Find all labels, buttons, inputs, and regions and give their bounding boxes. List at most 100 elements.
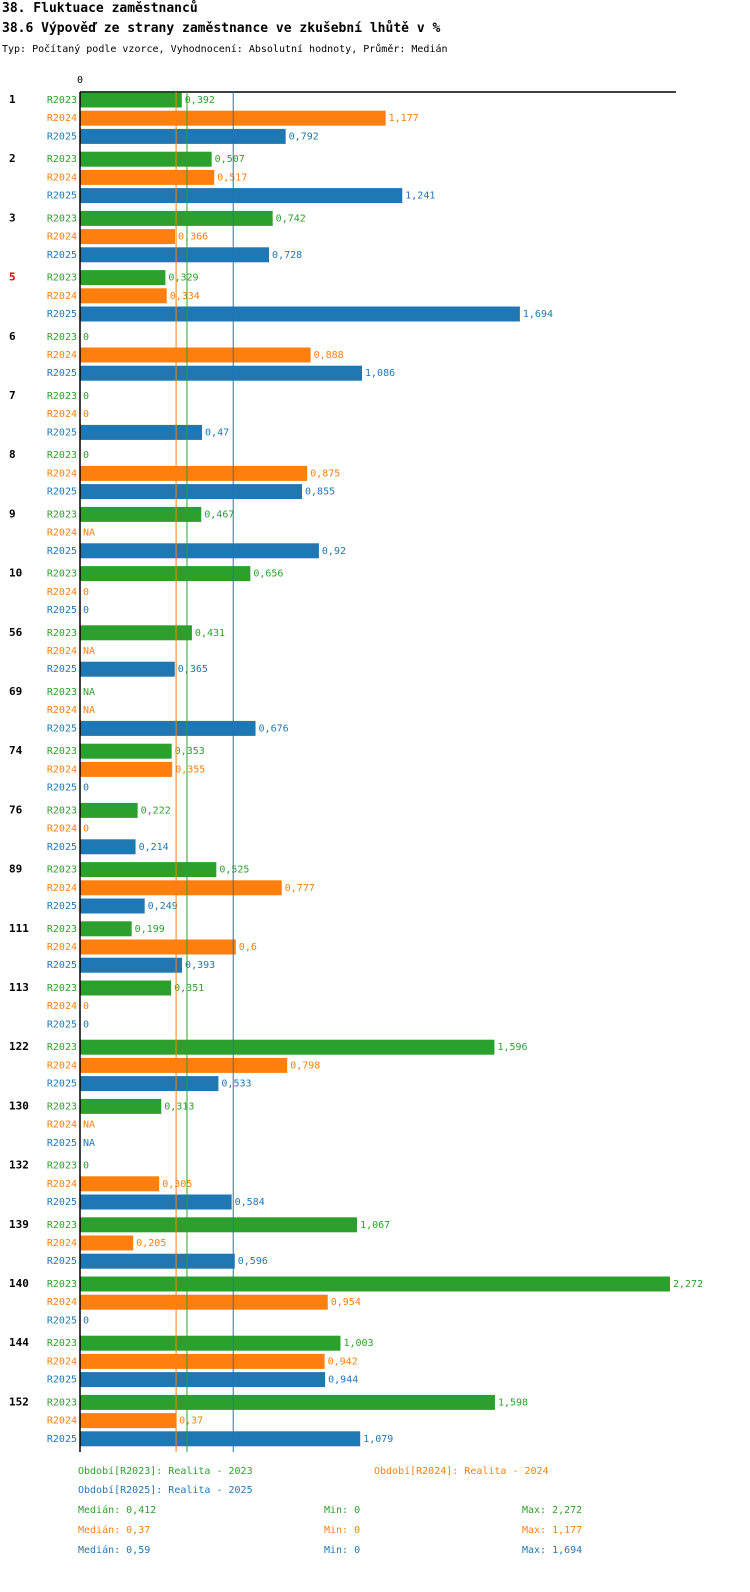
stat-median-r2024: Medián: 0,37: [78, 1525, 151, 1536]
series-label: R2023: [47, 805, 77, 816]
stat-max-r2025: Max: 1,694: [522, 1545, 583, 1556]
data-label: 1,598: [498, 1397, 528, 1408]
bar: [80, 921, 132, 937]
data-label: 1,079: [363, 1434, 393, 1445]
series-label: R2025: [47, 546, 77, 557]
series-label: R2024: [47, 1060, 77, 1071]
series-label: R2023: [47, 1279, 77, 1290]
data-label: 1,596: [497, 1042, 527, 1053]
bar: [80, 188, 403, 204]
data-label: 0,351: [174, 983, 204, 994]
group-label: 144: [9, 1336, 29, 1349]
bar: [80, 566, 251, 582]
series-label: R2024: [47, 1416, 77, 1427]
series-label: R2024: [47, 291, 77, 302]
series-label: R2024: [47, 232, 77, 243]
bar: [80, 92, 182, 108]
bar: [80, 270, 166, 286]
data-label: 0,792: [289, 131, 319, 142]
data-label: 0: [83, 824, 89, 835]
group-label: 132: [9, 1159, 29, 1172]
bar: [80, 1335, 341, 1351]
bar: [80, 151, 212, 167]
series-label: R2024: [47, 113, 77, 124]
bar: [80, 484, 303, 500]
series-label: R2024: [47, 1179, 77, 1190]
series-label: R2025: [47, 427, 77, 438]
group-label: 74: [9, 744, 23, 757]
bar: [80, 1431, 361, 1447]
data-label: NA: [83, 705, 95, 716]
data-label: 0,728: [272, 250, 302, 261]
data-label: 0: [83, 1161, 89, 1172]
data-label: 0,199: [135, 924, 165, 935]
data-label: 1,177: [389, 113, 419, 124]
data-label: 0,596: [238, 1256, 268, 1267]
series-label: R2023: [47, 1042, 77, 1053]
bar: [80, 465, 308, 481]
series-label: R2023: [47, 1338, 77, 1349]
data-label: 0,584: [235, 1197, 265, 1208]
data-label: 0: [83, 783, 89, 794]
bar: [80, 1235, 134, 1251]
data-label: 1,003: [343, 1338, 373, 1349]
series-label: R2024: [47, 468, 77, 479]
stat-median-r2025: Medián: 0,59: [78, 1545, 151, 1556]
group-label: 56: [9, 626, 23, 639]
series-label: R2024: [47, 824, 77, 835]
series-label: R2025: [47, 487, 77, 498]
data-label: 0,222: [141, 805, 171, 816]
series-label: R2024: [47, 705, 77, 716]
data-label: 0: [83, 587, 89, 598]
bar: [80, 1194, 232, 1210]
data-label: 0,855: [305, 487, 335, 498]
bar: [80, 1039, 495, 1055]
data-label: 0,507: [215, 154, 245, 165]
series-label: R2023: [47, 924, 77, 935]
series-label: R2023: [47, 154, 77, 165]
bar: [80, 347, 311, 363]
series-label: R2024: [47, 942, 77, 953]
bar: [80, 661, 175, 677]
series-label: R2025: [47, 783, 77, 794]
data-label: 1,086: [365, 368, 395, 379]
bar: [80, 1253, 235, 1269]
series-label: R2024: [47, 646, 77, 657]
bar: [80, 980, 172, 996]
series-label: R2024: [47, 764, 77, 775]
series-label: R2023: [47, 213, 77, 224]
bar: [80, 1413, 177, 1429]
data-label: 0,214: [139, 842, 169, 853]
series-label: R2024: [47, 1297, 77, 1308]
group-label: 140: [9, 1277, 29, 1290]
group-label: 7: [9, 389, 16, 402]
data-label: NA: [83, 646, 95, 657]
series-label: R2025: [47, 1138, 77, 1149]
data-label: 0,366: [178, 232, 208, 243]
series-label: R2025: [47, 1019, 77, 1030]
series-label: R2023: [47, 450, 77, 461]
bar: [80, 802, 138, 818]
bar: [80, 169, 215, 185]
data-label: NA: [83, 528, 95, 539]
series-label: R2025: [47, 1315, 77, 1326]
series-label: R2025: [47, 131, 77, 142]
group-label: 8: [9, 448, 16, 461]
bar: [80, 1217, 358, 1233]
data-label: 0,944: [328, 1375, 358, 1386]
data-label: 0,249: [148, 901, 178, 912]
data-label: 0,875: [310, 468, 340, 479]
data-label: 0,205: [136, 1238, 166, 1249]
series-label: R2024: [47, 1120, 77, 1131]
series-label: R2023: [47, 332, 77, 343]
chart-info: Typ: Počítaný podle vzorce, Vyhodnocení:…: [2, 44, 448, 55]
data-label: 0,355: [175, 764, 205, 775]
data-label: 0,954: [331, 1297, 361, 1308]
group-label: 1: [9, 93, 16, 106]
series-label: R2023: [47, 273, 77, 284]
data-label: NA: [83, 1120, 95, 1131]
bar: [80, 306, 520, 322]
series-label: R2023: [47, 628, 77, 639]
bar: [80, 1176, 160, 1192]
series-label: R2023: [47, 95, 77, 106]
